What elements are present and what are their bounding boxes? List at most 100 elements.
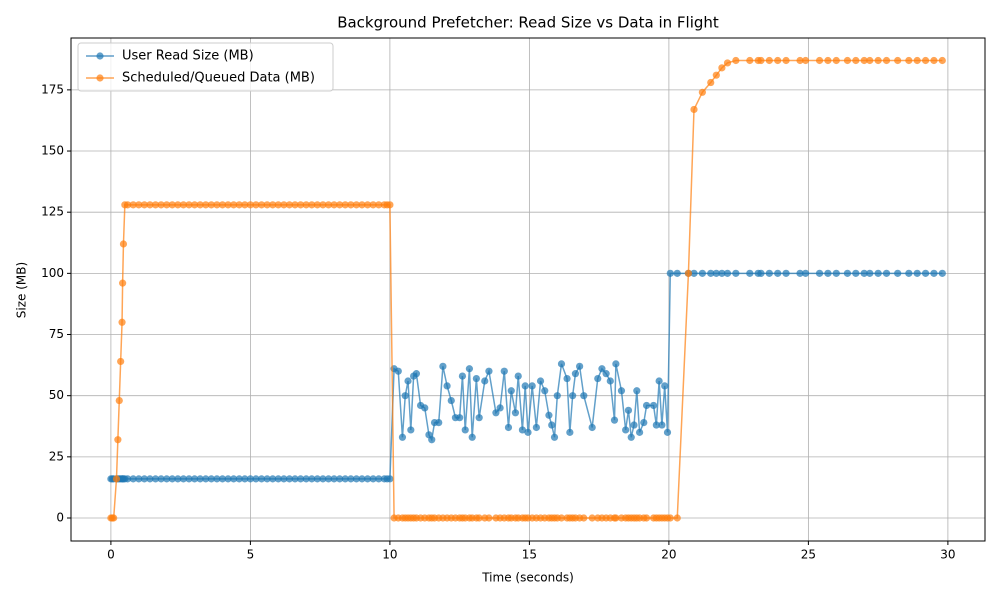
data-point: [465, 365, 474, 373]
y-tick-label: 25: [49, 449, 64, 463]
y-tick-label: 50: [49, 388, 64, 402]
data-point: [698, 88, 706, 96]
data-point: [313, 201, 321, 209]
data-point: [684, 269, 693, 277]
x-axis-label: Time (seconds): [481, 571, 574, 585]
data-point: [707, 269, 715, 277]
data-point: [930, 56, 938, 65]
data-point: [642, 401, 651, 410]
data-point: [291, 201, 299, 209]
data-point: [263, 475, 271, 483]
data-point: [548, 421, 556, 429]
data-point: [874, 269, 882, 277]
legend-label: Scheduled/Queued Data (MB): [122, 71, 315, 86]
data-point: [550, 433, 559, 441]
data-point: [882, 269, 891, 277]
data-point: [718, 269, 726, 277]
data-point: [151, 201, 160, 209]
data-point: [252, 475, 260, 483]
data-point: [297, 201, 305, 209]
data-point: [690, 269, 698, 277]
data-point: [921, 269, 930, 277]
data-point: [404, 377, 412, 385]
data-point: [114, 436, 122, 444]
y-tick-label: 150: [41, 144, 64, 158]
data-point: [524, 428, 532, 436]
data-point: [319, 201, 327, 209]
data-point: [843, 56, 852, 65]
data-point: [712, 269, 720, 277]
data-point: [580, 514, 588, 522]
data-point: [557, 360, 566, 368]
data-point: [363, 475, 372, 483]
data-point: [235, 475, 243, 483]
data-point: [246, 201, 254, 209]
data-point: [119, 279, 127, 287]
data-point: [746, 269, 754, 277]
data-point: [594, 374, 602, 383]
data-point: [655, 377, 663, 385]
data-point: [224, 201, 232, 209]
data-point: [580, 392, 588, 400]
data-point: [386, 475, 394, 483]
data-point: [218, 201, 227, 209]
data-point: [860, 56, 868, 65]
data-point: [230, 201, 238, 209]
data-point: [874, 56, 882, 65]
data-point: [673, 514, 681, 522]
data-point: [313, 475, 321, 483]
data-point: [576, 362, 584, 370]
data-point: [588, 514, 596, 522]
data-point: [369, 201, 377, 209]
data-point: [661, 382, 669, 390]
data-point: [757, 269, 765, 277]
data-point: [732, 269, 740, 277]
legend-box: [77, 42, 334, 92]
data-point: [202, 475, 210, 483]
data-point: [606, 377, 614, 385]
plot-frame: [70, 37, 986, 542]
data-point: [832, 56, 840, 65]
data-point: [324, 475, 333, 483]
data-point: [407, 426, 415, 434]
data-point: [119, 240, 128, 248]
data-point: [190, 201, 199, 209]
data-point: [118, 318, 126, 326]
data-point: [341, 201, 349, 209]
data-point: [196, 201, 204, 209]
data-point: [765, 56, 773, 65]
data-point: [796, 269, 804, 277]
data-point: [308, 475, 316, 483]
data-point: [536, 377, 545, 385]
data-point: [110, 514, 118, 522]
data-point: [563, 374, 571, 383]
data-point: [117, 357, 125, 366]
data-point: [707, 78, 715, 87]
data-point: [774, 269, 782, 277]
data-point: [352, 201, 361, 209]
data-point: [475, 414, 483, 422]
data-point: [481, 377, 489, 385]
data-point: [802, 56, 810, 65]
data-point: [330, 475, 338, 483]
y-tick-label: 0: [56, 511, 64, 525]
data-point: [179, 475, 188, 483]
data-point: [124, 201, 132, 209]
x-tick-label: 15: [522, 548, 537, 562]
data-point: [852, 269, 860, 277]
data-point: [663, 428, 672, 436]
data-point: [428, 436, 436, 444]
data-point: [140, 475, 148, 483]
data-point: [412, 370, 421, 378]
data-point: [435, 418, 443, 427]
data-point: [690, 105, 698, 114]
data-point: [627, 433, 635, 441]
data-point: [213, 475, 221, 483]
data-point: [174, 475, 182, 483]
y-axis-label: Size (MB): [15, 262, 29, 318]
data-point: [518, 426, 527, 434]
data-point: [815, 56, 824, 65]
data-point: [658, 421, 666, 429]
data-point: [511, 409, 520, 417]
data-point: [241, 201, 249, 209]
